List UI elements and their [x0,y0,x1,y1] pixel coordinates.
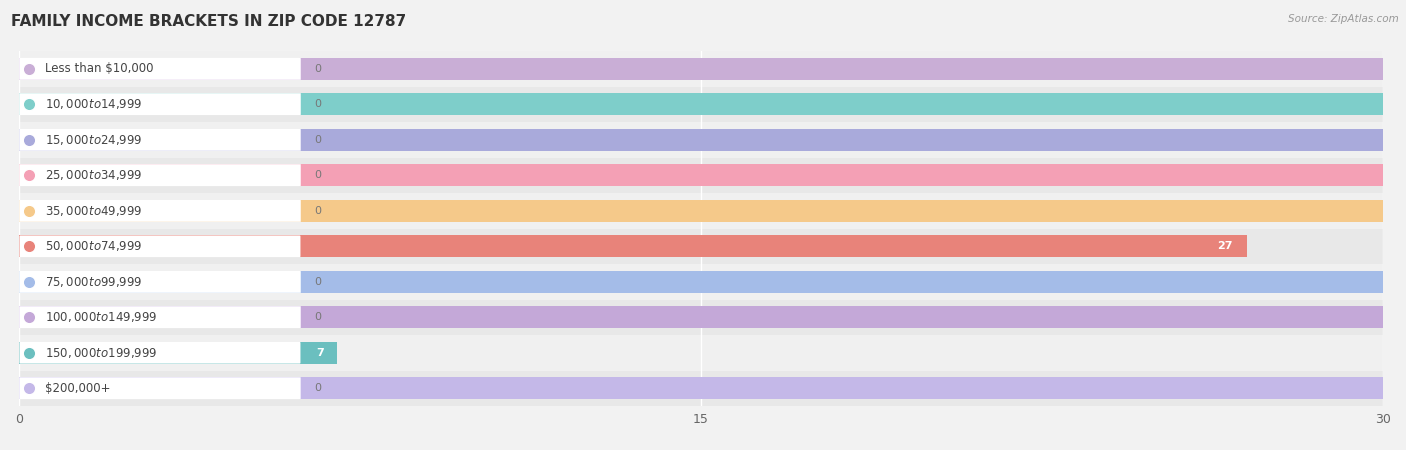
Bar [20,271,301,293]
Bar [20,377,1384,399]
Text: $35,000 to $49,999: $35,000 to $49,999 [45,204,142,218]
Text: $100,000 to $149,999: $100,000 to $149,999 [45,310,157,324]
Bar [20,129,301,151]
Bar [20,164,301,186]
Bar [20,200,1384,222]
Bar [20,58,1384,80]
FancyBboxPatch shape [20,200,301,221]
Text: 0: 0 [315,312,322,322]
Text: $25,000 to $34,999: $25,000 to $34,999 [45,168,142,182]
Bar [20,86,1384,122]
Text: FAMILY INCOME BRACKETS IN ZIP CODE 12787: FAMILY INCOME BRACKETS IN ZIP CODE 12787 [11,14,406,28]
FancyBboxPatch shape [20,164,301,186]
Bar [20,342,337,364]
Text: 0: 0 [315,206,322,216]
Bar [20,370,1384,406]
FancyBboxPatch shape [20,129,301,151]
Text: $75,000 to $99,999: $75,000 to $99,999 [45,275,142,289]
Text: 0: 0 [315,64,322,74]
Bar [20,164,1384,186]
Text: 7: 7 [316,348,323,358]
FancyBboxPatch shape [20,378,301,399]
Bar [20,235,1247,257]
Bar [20,200,301,222]
Bar [20,129,1384,151]
Text: 0: 0 [315,277,322,287]
Bar [20,93,1384,115]
FancyBboxPatch shape [20,271,301,292]
Text: 0: 0 [315,383,322,393]
Bar [20,58,301,80]
Text: 27: 27 [1218,241,1233,251]
Text: 0: 0 [315,99,322,109]
Text: Source: ZipAtlas.com: Source: ZipAtlas.com [1288,14,1399,23]
Bar [20,193,1384,229]
FancyBboxPatch shape [20,58,301,80]
Bar [20,306,301,328]
Bar [20,158,1384,193]
FancyBboxPatch shape [20,342,301,364]
Bar [20,377,301,399]
Bar [20,271,1384,293]
Bar [20,122,1384,158]
Bar [20,300,1384,335]
Bar [20,335,1384,370]
Bar [20,51,1384,86]
Text: $150,000 to $199,999: $150,000 to $199,999 [45,346,157,360]
Text: $50,000 to $74,999: $50,000 to $74,999 [45,239,142,253]
FancyBboxPatch shape [20,306,301,328]
Bar [20,229,1384,264]
Bar [20,264,1384,300]
Text: 0: 0 [315,135,322,145]
Text: 0: 0 [315,170,322,180]
Text: $15,000 to $24,999: $15,000 to $24,999 [45,133,142,147]
FancyBboxPatch shape [20,94,301,115]
Text: Less than $10,000: Less than $10,000 [45,62,153,75]
FancyBboxPatch shape [20,235,301,257]
Bar [20,306,1384,328]
Text: $10,000 to $14,999: $10,000 to $14,999 [45,97,142,111]
Bar [20,93,301,115]
Text: $200,000+: $200,000+ [45,382,111,395]
